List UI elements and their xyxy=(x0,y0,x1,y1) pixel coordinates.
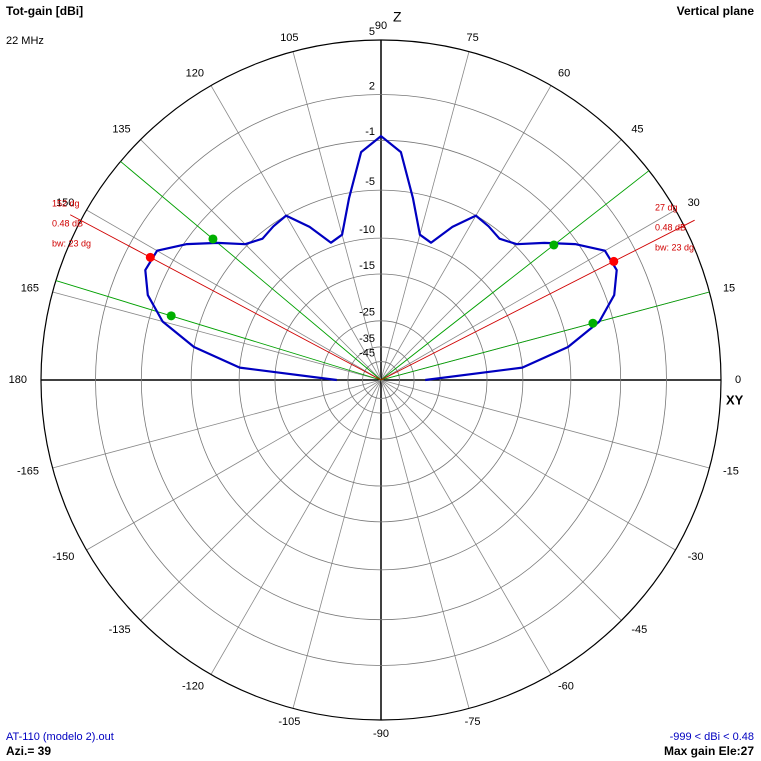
ring-label: -1 xyxy=(365,126,375,138)
bw-dot xyxy=(166,311,176,321)
angle-label: 75 xyxy=(466,32,478,44)
angle-label: -30 xyxy=(688,551,704,563)
marker-bw-label: bw: 23 dg xyxy=(655,242,694,252)
ring-label: -15 xyxy=(359,260,375,272)
frequency: 22 MHz xyxy=(6,35,44,47)
angle-label: 45 xyxy=(631,124,643,136)
spoke xyxy=(86,379,382,551)
marker-gain-label: 0.48 dB xyxy=(655,222,686,232)
angle-label: 135 xyxy=(112,124,130,136)
angle-label: 90 xyxy=(375,20,387,32)
bw-line xyxy=(380,291,710,381)
ring-label: -25 xyxy=(359,307,375,319)
angle-label: -90 xyxy=(373,728,389,740)
bw-line xyxy=(380,170,650,381)
angle-label: -105 xyxy=(278,716,300,728)
angle-label: -150 xyxy=(52,551,74,563)
angle-label: 105 xyxy=(280,32,298,44)
ring xyxy=(140,139,622,621)
azimuth: Azi.= 39 xyxy=(6,744,51,758)
spoke xyxy=(380,379,622,621)
angle-label: 150 xyxy=(56,197,74,209)
spoke xyxy=(210,85,382,381)
max-note: Max gain Ele:27 xyxy=(664,744,754,758)
ring xyxy=(190,189,572,571)
ring-label: -35 xyxy=(359,333,375,345)
spoke xyxy=(140,139,382,381)
angle-label: 180 xyxy=(9,374,27,386)
ring-label: -10 xyxy=(359,224,375,236)
bw-line xyxy=(55,280,382,381)
bw-line xyxy=(120,161,382,381)
ring xyxy=(274,273,488,487)
angle-label: -45 xyxy=(631,624,647,636)
angle-label: 120 xyxy=(186,67,204,79)
spoke xyxy=(380,85,552,381)
bw-dot xyxy=(549,240,559,250)
spoke xyxy=(292,51,382,381)
spoke xyxy=(380,379,710,469)
angle-label: 0 xyxy=(735,374,741,386)
spoke xyxy=(292,379,382,709)
angle-label: -15 xyxy=(723,466,739,478)
angle-label: 15 xyxy=(723,282,735,294)
max-dot xyxy=(145,252,155,262)
range-note: -999 < dBi < 0.48 xyxy=(670,731,754,743)
angle-label: 30 xyxy=(688,197,700,209)
marker-label: 152 dg xyxy=(52,198,80,208)
max-dot xyxy=(609,256,619,266)
spoke xyxy=(380,209,676,381)
spoke xyxy=(52,291,382,381)
file: AT-110 (modelo 2).out xyxy=(6,731,114,743)
plot: 27 dg 0.48 dB bw: 23 dg 152 dg 0.48 dB bw: 23… xyxy=(52,135,710,382)
angle-label: -75 xyxy=(465,716,481,728)
spoke xyxy=(380,379,676,551)
angle-label: 165 xyxy=(21,282,39,294)
angle-label: -165 xyxy=(17,466,39,478)
spoke xyxy=(380,379,552,675)
plane: Vertical plane xyxy=(677,4,755,18)
ring-label: -45 xyxy=(359,347,375,359)
outer-ring xyxy=(40,39,722,721)
max-line xyxy=(69,214,382,381)
xy-label: XY xyxy=(726,392,744,407)
marker-label: 27 dg xyxy=(655,202,678,212)
spoke xyxy=(210,379,382,675)
spoke xyxy=(86,209,382,381)
chart-title: Tot-gain [dBi] xyxy=(6,4,83,18)
ring-label: 2 xyxy=(369,80,375,92)
spoke xyxy=(380,51,470,381)
ring xyxy=(347,346,415,414)
ring-label: -5 xyxy=(365,176,375,188)
spoke xyxy=(380,139,622,381)
angle-label: -135 xyxy=(109,624,131,636)
ring xyxy=(321,320,441,440)
spoke xyxy=(380,379,470,709)
angle-label: 60 xyxy=(558,67,570,79)
marker-bw-label: bw: 23 dg xyxy=(52,238,91,248)
bw-dot xyxy=(208,234,218,244)
marker-gain-label: 0.48 dB xyxy=(52,218,83,228)
ring-label: 5 xyxy=(369,26,375,38)
bw-dot xyxy=(588,318,598,328)
spoke xyxy=(52,379,382,469)
z-label: Z xyxy=(393,9,402,25)
max-line xyxy=(380,219,695,381)
pattern-line xyxy=(144,135,618,382)
ring xyxy=(362,361,400,399)
angle-label: -120 xyxy=(182,680,204,692)
ring xyxy=(238,237,524,523)
spoke xyxy=(140,379,382,621)
ring xyxy=(95,94,667,666)
angle-label: -60 xyxy=(558,680,574,692)
